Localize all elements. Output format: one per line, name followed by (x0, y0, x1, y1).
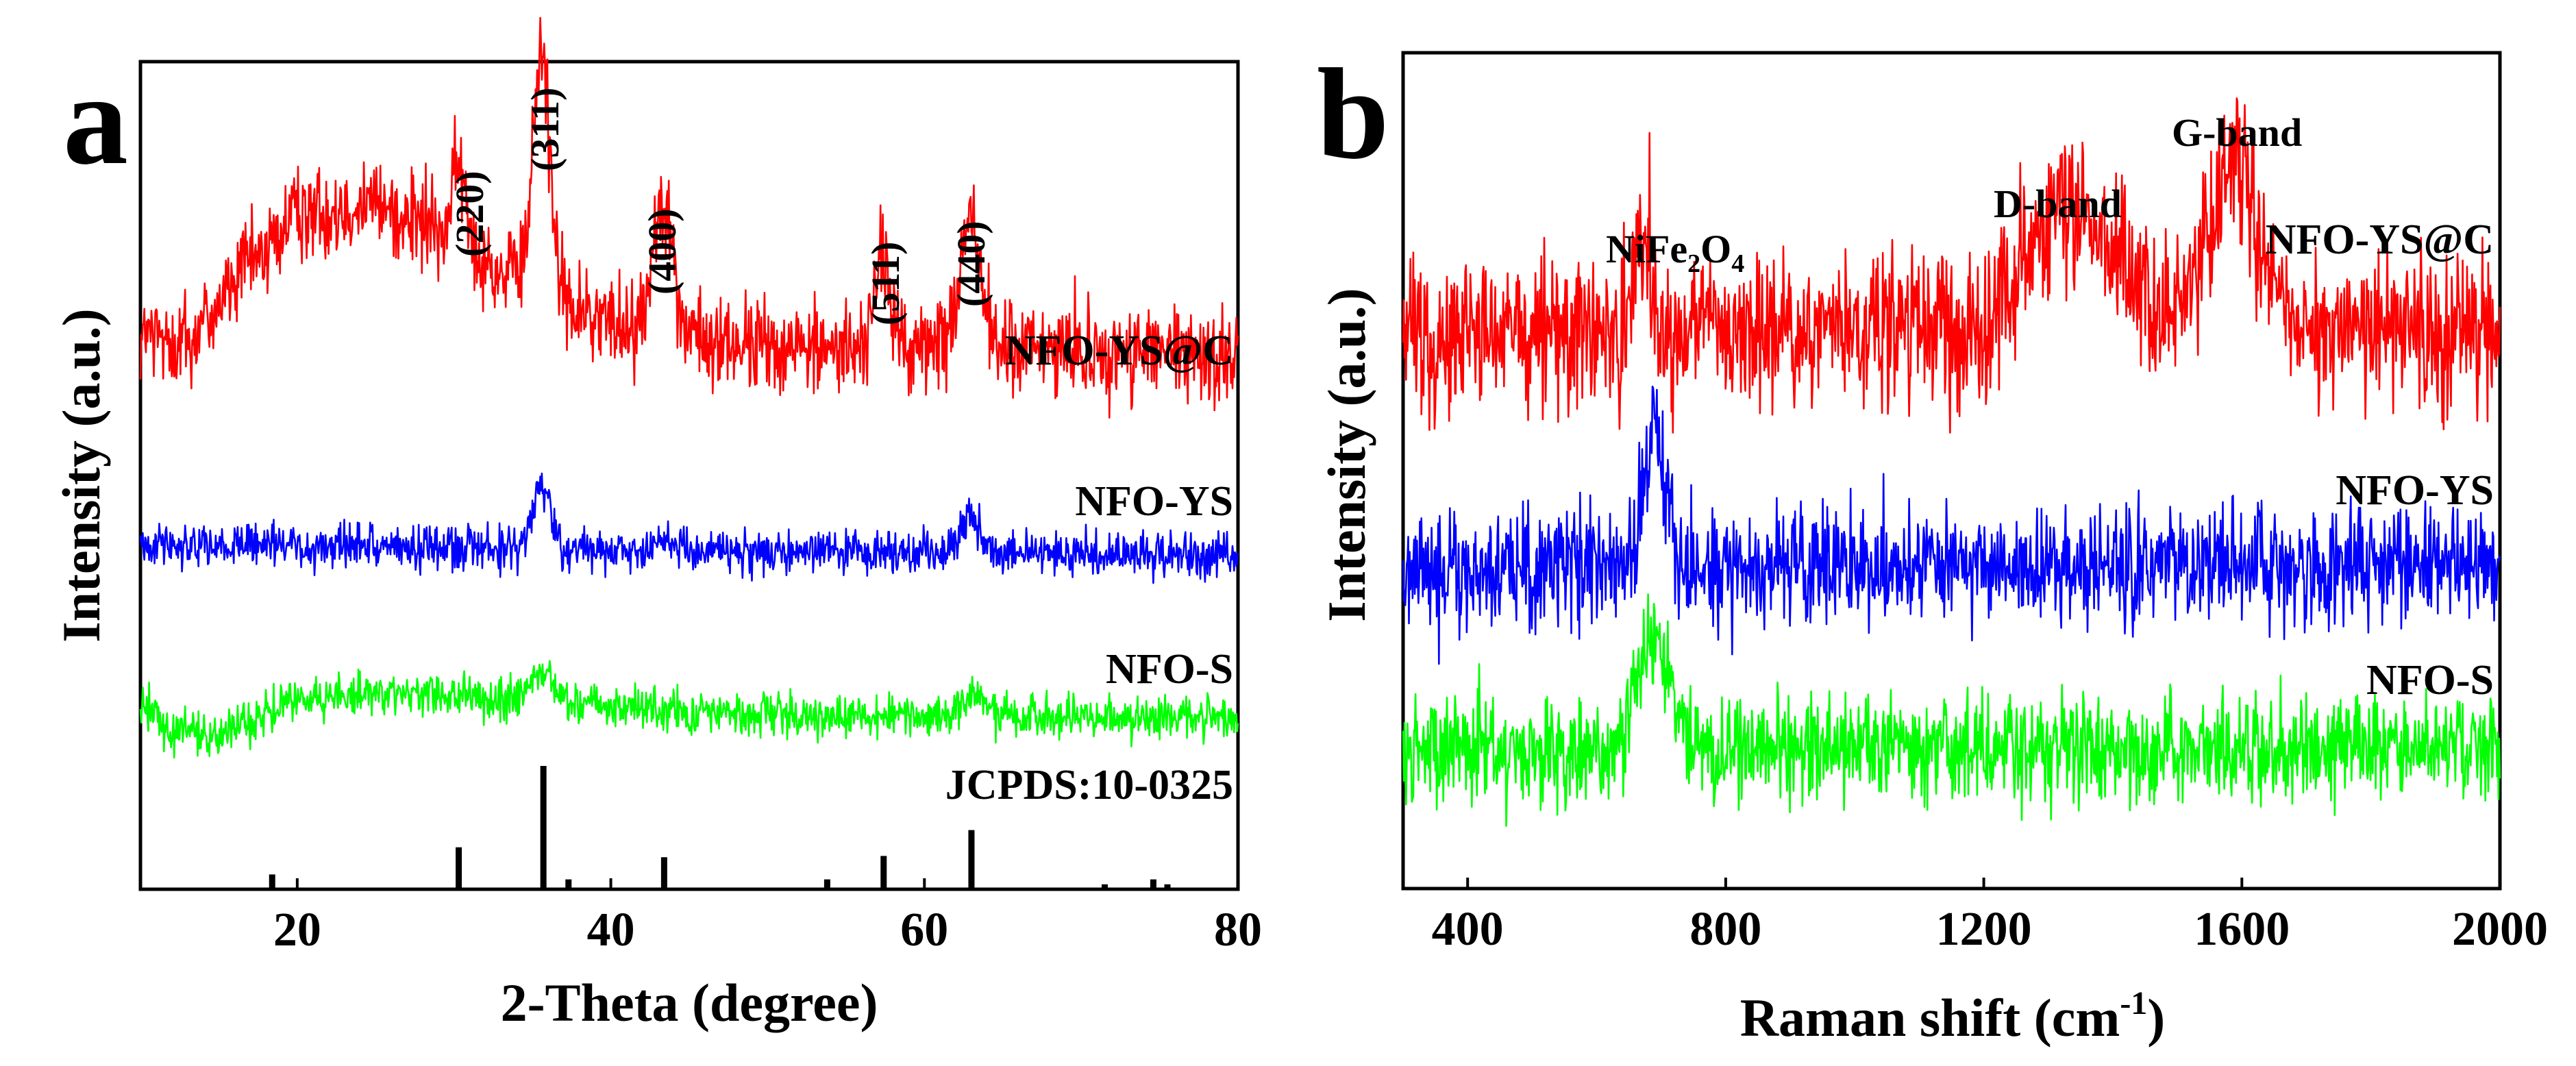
peak-label-311: (311) (523, 88, 567, 171)
panel-letter-b: b (1317, 42, 1389, 186)
trace-nfo-ys-c (139, 16, 1239, 419)
nife2o4-sub1: 2 (1687, 249, 1700, 278)
x-tick-label-40: 40 (587, 904, 635, 956)
panel-a: a 20 40 60 80 (220) (311) (400) (511) (440)… (51, 16, 1262, 1032)
plot-frame-a (138, 60, 1240, 891)
g-band-label: G-band (2172, 110, 2302, 155)
x-tick-label-400: 400 (1432, 903, 1504, 956)
x-tick-label-2000: 2000 (2452, 903, 2548, 956)
y-axis-title-a: Intensity (a.u.) (51, 308, 111, 643)
trace-nfo-s (139, 660, 1239, 759)
x-axis-title-b-end: ) (2147, 988, 2165, 1048)
x-tick-label-80: 80 (1214, 904, 1262, 956)
peak-label-220: (220) (447, 171, 492, 257)
x-tick-label-20: 20 (273, 904, 321, 956)
x-axis-title-b: Raman shift (cm-1) (1740, 985, 2166, 1048)
x-tick-label-60: 60 (900, 904, 948, 956)
nife2o4-label: NiFe2O4 (1606, 227, 1744, 278)
series-label-nfo-ys-c-a: NFO-YS@C (1005, 327, 1233, 374)
reference-lines (269, 766, 1171, 889)
d-band-label: D-band (1994, 182, 2122, 226)
x-axis-title-b-sup: -1 (2120, 985, 2147, 1021)
trace-nfo-ys (1402, 385, 2501, 665)
panel-b: b 400 800 1200 1600 2000 NiFe2O4 D-band G-ba… (1317, 42, 2548, 1048)
series-label-nfo-ys-c-b: NFO-YS@C (2266, 216, 2494, 263)
series-label-nfo-ys-b: NFO-YS (2336, 467, 2494, 514)
series-label-nfo-ys-a: NFO-YS (1075, 478, 1233, 525)
nife2o4-mid: O (1700, 227, 1731, 271)
traces-b (1402, 97, 2501, 827)
series-label-nfo-s-a: NFO-S (1106, 646, 1233, 693)
x-ticks-b: 400 800 1200 1600 2000 (1432, 878, 2548, 956)
plot-frame-b (1401, 51, 2502, 891)
x-axis-title-b-main: Raman shift (cm (1740, 988, 2120, 1048)
x-axis-title-a: 2-Theta (degree) (501, 973, 878, 1032)
peak-label-511: (511) (863, 242, 908, 325)
trace-nfo-ys (139, 472, 1239, 584)
x-tick-label-1200: 1200 (1936, 903, 2032, 956)
x-ticks-a: 20 40 60 80 (273, 878, 1262, 956)
trace-nfo-ys-c (1402, 97, 2501, 434)
reference-label: JCPDS:10-0325 (945, 762, 1233, 808)
x-tick-label-1600: 1600 (2194, 903, 2290, 956)
panel-letter-a: a (63, 48, 128, 192)
peak-label-400: (400) (640, 208, 684, 295)
peak-label-440: (440) (949, 221, 993, 307)
y-axis-title-b: Intensity (a.u.) (1317, 288, 1376, 622)
x-tick-label-800: 800 (1689, 903, 1761, 956)
traces-a (139, 16, 1239, 759)
nife2o4-sub2: 4 (1731, 249, 1744, 278)
trace-nfo-s (1402, 593, 2501, 827)
series-label-nfo-s-b: NFO-S (2366, 657, 2494, 704)
nife2o4-main: NiFe (1606, 227, 1687, 271)
